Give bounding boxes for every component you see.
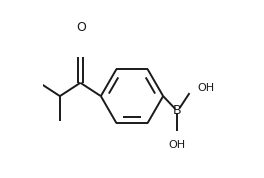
Text: O: O: [76, 21, 86, 34]
Text: OH: OH: [197, 83, 214, 93]
Text: B: B: [173, 104, 182, 117]
Text: OH: OH: [169, 140, 186, 150]
